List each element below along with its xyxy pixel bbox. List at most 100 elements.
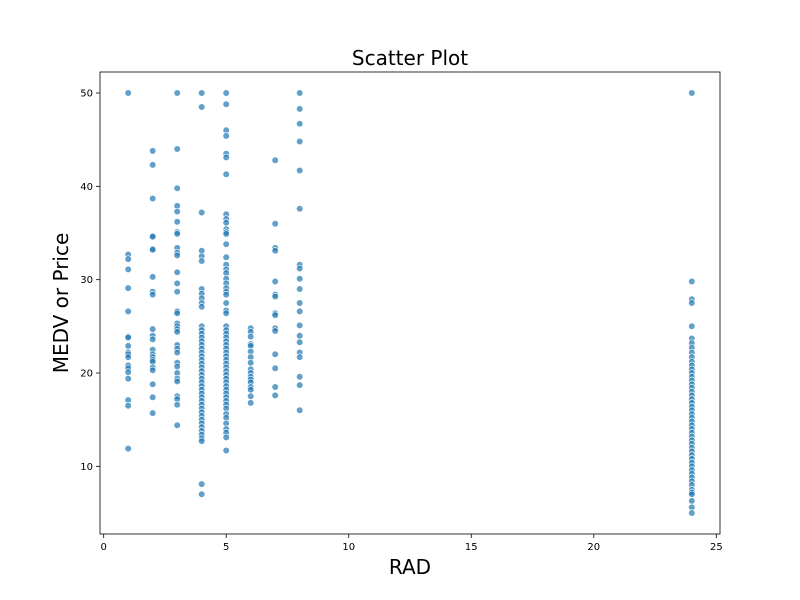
- data-point: [124, 342, 132, 350]
- data-point: [198, 490, 206, 498]
- data-point: [173, 401, 181, 409]
- y-tick-label: 50: [80, 89, 93, 100]
- y-tick-label: 10: [80, 462, 93, 473]
- data-point: [173, 362, 181, 371]
- data-point: [296, 321, 304, 330]
- points-layer: [124, 89, 696, 517]
- data-point: [173, 309, 181, 317]
- chart-title: Scatter Plot: [352, 46, 468, 70]
- data-point: [296, 307, 304, 316]
- data-point: [173, 184, 181, 192]
- data-point: [688, 497, 696, 505]
- data-point: [149, 366, 157, 374]
- data-point: [124, 255, 132, 263]
- data-point: [296, 105, 304, 113]
- data-point: [296, 332, 304, 340]
- data-point: [173, 251, 181, 259]
- data-point: [173, 207, 181, 216]
- data-point: [222, 309, 230, 317]
- x-tick-label: 15: [465, 542, 478, 553]
- data-point: [296, 373, 304, 381]
- data-point: [222, 299, 230, 307]
- data-point: [124, 284, 132, 292]
- data-point: [222, 446, 230, 455]
- data-point: [173, 218, 181, 226]
- data-point: [296, 166, 304, 175]
- data-point: [688, 509, 696, 517]
- data-point: [296, 205, 304, 213]
- data-point: [173, 230, 181, 238]
- data-point: [124, 368, 132, 376]
- data-point: [222, 132, 230, 140]
- data-point: [173, 145, 181, 153]
- data-point: [149, 325, 157, 333]
- data-point: [149, 393, 157, 401]
- data-point: [271, 311, 279, 319]
- data-point: [198, 257, 206, 265]
- data-point: [149, 233, 157, 241]
- data-point: [271, 292, 279, 301]
- data-point: [271, 277, 279, 286]
- data-point: [124, 445, 132, 453]
- data-point: [247, 386, 255, 394]
- data-point: [296, 285, 304, 293]
- x-axis-label: RAD: [389, 555, 431, 579]
- data-point: [296, 299, 304, 307]
- data-point: [247, 359, 255, 367]
- data-point: [173, 268, 181, 276]
- x-tick-label: 5: [223, 542, 229, 553]
- data-point: [124, 333, 132, 342]
- data-point: [296, 406, 304, 414]
- data-point: [173, 288, 181, 296]
- data-point: [173, 377, 181, 386]
- data-point: [149, 291, 157, 299]
- data-point: [271, 364, 279, 372]
- y-tick-label: 30: [80, 275, 93, 286]
- data-point: [124, 265, 132, 274]
- data-point: [198, 89, 206, 97]
- data-point: [149, 161, 157, 169]
- data-point: [198, 303, 206, 311]
- data-point: [149, 409, 157, 417]
- data-point: [149, 335, 157, 344]
- data-point: [271, 327, 279, 335]
- data-point: [296, 381, 304, 389]
- y-tick-label: 20: [80, 369, 93, 380]
- data-point: [124, 402, 132, 410]
- y-axis-label: MEDV or Price: [49, 233, 73, 374]
- data-point: [149, 246, 157, 254]
- x-tick-label: 25: [710, 542, 723, 553]
- data-point: [688, 89, 696, 97]
- data-point: [296, 264, 304, 273]
- data-point: [222, 291, 230, 299]
- data-point: [149, 194, 157, 203]
- data-point: [173, 328, 181, 336]
- data-point: [198, 437, 206, 445]
- data-point: [296, 89, 304, 97]
- x-tick-label: 10: [342, 542, 355, 553]
- data-point: [222, 100, 230, 108]
- data-point: [296, 338, 304, 346]
- data-point: [271, 220, 279, 228]
- data-point: [222, 240, 230, 248]
- data-point: [173, 348, 181, 357]
- data-point: [688, 299, 696, 307]
- data-point: [222, 433, 230, 442]
- data-point: [688, 322, 696, 330]
- data-point: [222, 89, 230, 97]
- data-point: [222, 153, 230, 161]
- data-point: [222, 230, 230, 238]
- data-point: [688, 490, 696, 498]
- data-point: [271, 383, 279, 391]
- axes-layer: 0 5 10 15 20 25 10 20 30 40 50: [80, 71, 723, 553]
- data-point: [198, 103, 206, 111]
- data-point: [271, 156, 279, 164]
- data-point: [296, 353, 304, 361]
- x-tick-label: 20: [587, 542, 600, 553]
- x-tick-label: 0: [100, 542, 106, 553]
- data-point: [173, 89, 181, 97]
- data-point: [222, 219, 230, 227]
- data-point: [149, 380, 157, 388]
- data-point: [247, 333, 255, 341]
